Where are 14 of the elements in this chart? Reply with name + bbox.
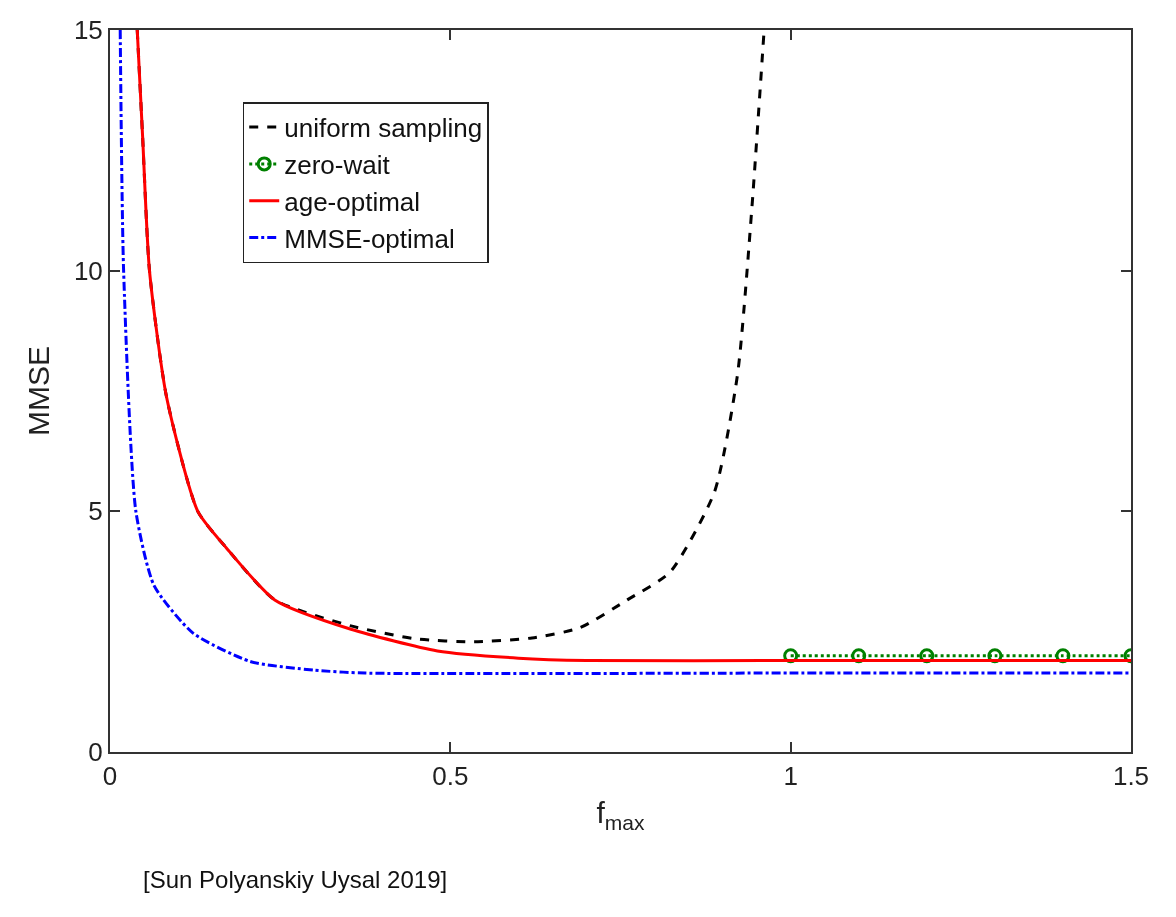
x-tick-label: 0.5: [432, 761, 469, 792]
x-tick-label: 1: [783, 761, 798, 792]
y-tick-label: 5: [88, 496, 103, 527]
legend-label: zero-wait: [284, 150, 391, 181]
y-tick-label: 15: [73, 15, 103, 46]
legend-label: MMSE-optimal: [284, 223, 455, 254]
y-tick-label: 0: [88, 737, 103, 768]
x-tick-label: 1.5: [1112, 761, 1150, 792]
text: [Sun Polyanskiy Uysal 2019]: [143, 866, 448, 893]
y-axis-title: MMSE: [22, 346, 56, 436]
y-tick-label: 10: [73, 255, 103, 286]
legend-label: age-optimal: [284, 186, 421, 217]
legend-label: uniform sampling: [284, 113, 483, 144]
x-axis-title: f$_{max}$: [596, 796, 645, 834]
